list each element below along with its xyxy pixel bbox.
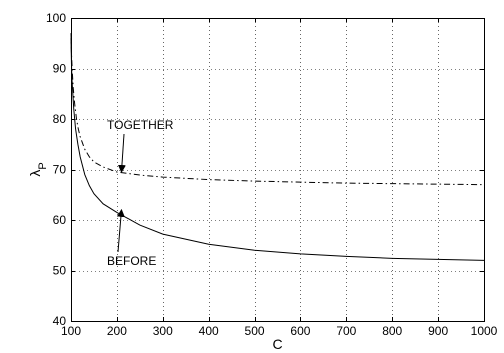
tick-marks	[71, 18, 485, 322]
y-axis-label-subscript: P	[37, 162, 49, 169]
y-tick-label: 100	[46, 11, 66, 25]
y-tick-label: 80	[53, 112, 67, 126]
x-tick-label: 700	[336, 324, 356, 338]
x-tick-label: 800	[382, 324, 402, 338]
y-axis-label: λP	[27, 162, 49, 176]
y-tick-labels: 40 50 60 70 80 90 100	[46, 11, 66, 328]
annotation-arrow	[116, 208, 125, 253]
x-tick-label: 300	[153, 324, 173, 338]
x-tick-label: 400	[199, 324, 219, 338]
x-tick-labels: 100 200 300 400 500 600 700 800 900 1000	[61, 324, 498, 338]
series-layer	[70, 33, 485, 261]
y-tick-label: 40	[53, 314, 67, 328]
annotation-arrow	[117, 133, 126, 174]
x-tick-label: 1000	[471, 324, 498, 338]
x-tick-label: 600	[290, 324, 310, 338]
y-tick-label: 70	[53, 163, 67, 177]
x-tick-label: 500	[245, 324, 265, 338]
series-line-before	[70, 38, 485, 261]
y-axis-label-main: λ	[27, 170, 43, 177]
y-tick-label: 60	[53, 213, 67, 227]
annotation-label-together: TOGETHER	[107, 118, 174, 132]
y-tick-label: 50	[53, 264, 67, 278]
x-tick-label: 900	[428, 324, 448, 338]
x-tick-label: 100	[61, 324, 81, 338]
y-tick-label: 90	[53, 62, 67, 76]
x-tick-label: 200	[107, 324, 127, 338]
x-axis-label: C	[272, 336, 282, 352]
annotation-layer: TOGETHER BEFORE	[107, 118, 174, 268]
annotation-label-before: BEFORE	[107, 254, 156, 268]
grid-lines	[71, 18, 484, 321]
series-line-together	[70, 33, 485, 186]
plot-background	[71, 18, 484, 321]
